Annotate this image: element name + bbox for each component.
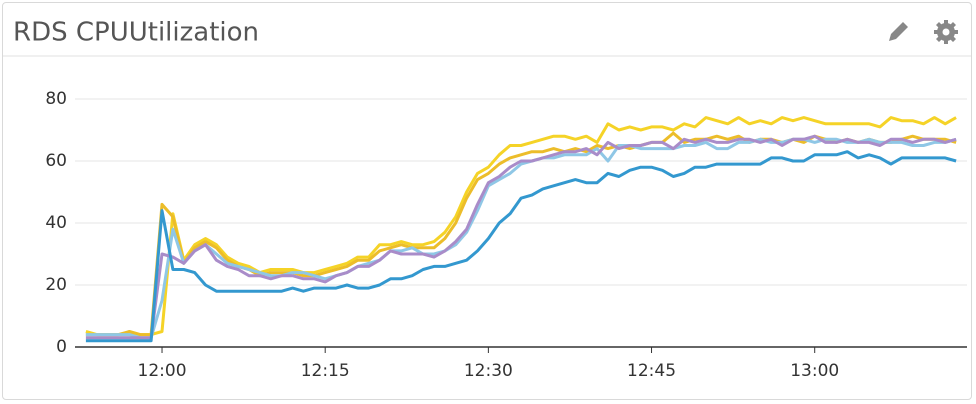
y-tick-label: 80: [45, 89, 67, 109]
chart-title: RDS CPUUtilization: [13, 18, 259, 48]
y-tick-label: 20: [45, 275, 67, 295]
x-tick-label: 12:45: [627, 361, 676, 381]
settings-icon[interactable]: [934, 20, 958, 44]
x-tick-label: 13:00: [790, 361, 839, 381]
y-tick-label: 0: [56, 337, 67, 357]
y-tick-label: 40: [45, 213, 67, 233]
pencil[interactable]: [889, 22, 908, 41]
chart: RDS CPUUtilization 0 20 40 60 80 12:00 12:15 12…: [3, 18, 971, 381]
x-tick-label: 12:15: [301, 361, 350, 381]
widget-panel: RDS CPUUtilization 0 20 40 60 80 12:00 12:15 12…: [2, 2, 972, 400]
edit-icon[interactable]: [889, 22, 908, 41]
series-line: [85, 116, 957, 337]
y-tick-label: 60: [45, 151, 67, 171]
x-tick-label: 12:30: [464, 361, 513, 381]
series-line: [85, 134, 957, 340]
series-line: [85, 150, 957, 343]
gear-hole[interactable]: [942, 28, 950, 36]
gear-teeth[interactable]: [936, 22, 956, 42]
series-line: [85, 137, 957, 340]
x-tick-label: 12:00: [138, 361, 187, 381]
